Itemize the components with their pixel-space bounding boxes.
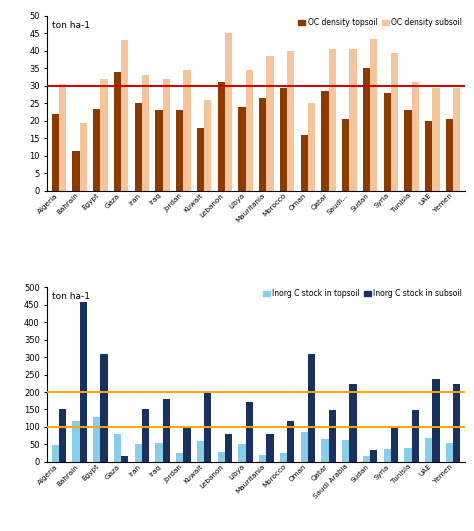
Bar xyxy=(163,79,170,191)
Bar xyxy=(100,79,108,191)
Bar xyxy=(114,434,121,462)
Bar xyxy=(59,409,66,462)
Bar xyxy=(349,384,356,462)
Bar xyxy=(342,119,349,191)
Bar xyxy=(404,110,411,191)
Bar xyxy=(453,384,460,462)
Bar xyxy=(155,443,163,462)
Bar xyxy=(135,444,142,462)
Bar xyxy=(301,135,308,191)
Bar xyxy=(391,427,398,462)
Bar xyxy=(73,421,80,462)
Text: ton ha-1: ton ha-1 xyxy=(52,21,90,30)
Bar xyxy=(301,432,308,462)
Bar xyxy=(259,455,266,462)
Bar xyxy=(225,434,232,462)
Bar xyxy=(287,421,294,462)
Bar xyxy=(432,88,439,191)
Bar xyxy=(204,393,211,462)
Bar xyxy=(142,409,149,462)
Bar xyxy=(93,417,100,462)
Bar xyxy=(176,110,183,191)
Legend: OC density topsoil, OC density subsoil: OC density topsoil, OC density subsoil xyxy=(299,18,462,27)
Bar xyxy=(308,104,315,191)
Bar xyxy=(238,444,246,462)
Bar xyxy=(411,410,419,462)
Bar xyxy=(446,443,453,462)
Bar xyxy=(425,438,432,462)
Bar xyxy=(280,453,287,462)
Bar xyxy=(370,39,377,191)
Bar xyxy=(93,109,100,191)
Bar xyxy=(370,450,377,462)
Bar xyxy=(121,40,128,191)
Bar xyxy=(321,439,328,462)
Bar xyxy=(266,434,273,462)
Bar xyxy=(218,452,225,462)
Bar xyxy=(363,68,370,191)
Bar xyxy=(411,82,419,191)
Bar xyxy=(114,72,121,191)
Bar xyxy=(287,51,294,191)
Bar xyxy=(183,70,191,191)
Text: ton ha-1: ton ha-1 xyxy=(52,292,90,301)
Bar xyxy=(142,75,149,191)
Bar xyxy=(328,410,336,462)
Bar xyxy=(197,128,204,191)
Bar xyxy=(225,33,232,191)
Bar xyxy=(218,82,225,191)
Bar xyxy=(321,91,328,191)
Bar xyxy=(432,379,439,462)
Bar xyxy=(238,107,246,191)
Bar xyxy=(246,402,253,462)
Bar xyxy=(280,88,287,191)
Bar xyxy=(135,104,142,191)
Bar xyxy=(383,449,391,462)
Bar xyxy=(80,302,87,462)
Bar xyxy=(246,70,253,191)
Bar xyxy=(383,93,391,191)
Bar xyxy=(266,56,273,191)
Bar xyxy=(121,456,128,462)
Bar xyxy=(59,84,66,191)
Bar xyxy=(259,98,266,191)
Bar xyxy=(204,100,211,191)
Legend: Inorg C stock in topsoil, Inorg C stock in subsoil: Inorg C stock in topsoil, Inorg C stock … xyxy=(263,289,462,298)
Bar xyxy=(446,119,453,191)
Bar xyxy=(453,88,460,191)
Bar xyxy=(52,445,59,462)
Bar xyxy=(342,440,349,462)
Bar xyxy=(155,110,163,191)
Bar xyxy=(52,114,59,191)
Bar xyxy=(163,399,170,462)
Bar xyxy=(349,49,356,191)
Bar xyxy=(425,121,432,191)
Bar xyxy=(197,441,204,462)
Bar xyxy=(176,453,183,462)
Bar xyxy=(363,456,370,462)
Bar xyxy=(308,354,315,462)
Bar xyxy=(404,448,411,462)
Bar xyxy=(391,53,398,191)
Bar xyxy=(183,428,191,462)
Bar xyxy=(73,151,80,191)
Bar xyxy=(100,354,108,462)
Bar xyxy=(80,123,87,191)
Bar xyxy=(328,49,336,191)
